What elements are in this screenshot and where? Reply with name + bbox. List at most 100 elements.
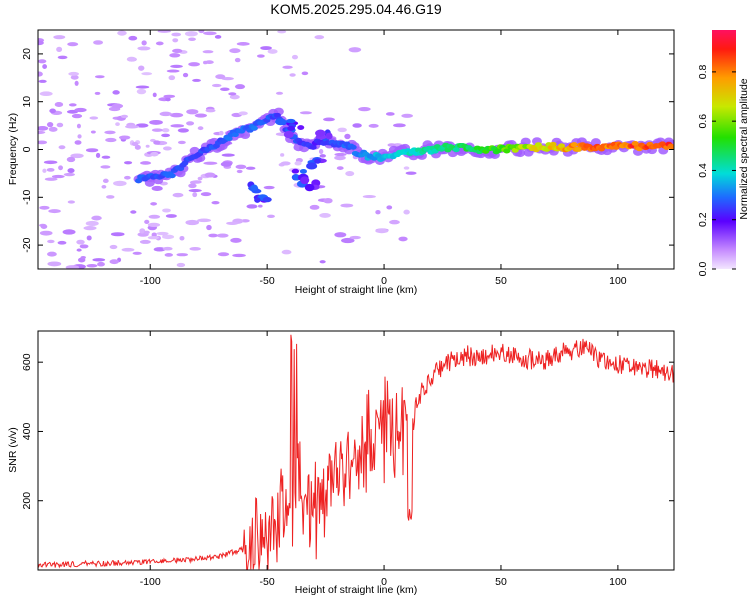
spectrogram-cell bbox=[125, 125, 140, 129]
spectrogram-cell bbox=[111, 103, 124, 109]
spectrogram-cell bbox=[186, 121, 195, 126]
spectrogram-cell bbox=[340, 203, 354, 208]
spectrogram-cell bbox=[101, 185, 107, 189]
spectrogram-cell bbox=[348, 47, 362, 53]
spectrogram-cell bbox=[58, 165, 64, 171]
spectrogram-cell bbox=[208, 233, 218, 238]
spectrogram-cell bbox=[124, 161, 133, 165]
y-tick-label: 0 bbox=[21, 146, 33, 152]
spectrogram-cell bbox=[315, 129, 326, 137]
spectrogram-cell bbox=[58, 145, 66, 150]
spectrogram-cell bbox=[74, 80, 79, 86]
spectrogram-cell bbox=[352, 123, 362, 128]
spectrogram-cell bbox=[109, 259, 119, 265]
spectrogram-cell bbox=[155, 41, 164, 46]
spectrogram-cell bbox=[277, 30, 287, 34]
spectrogram-cell bbox=[340, 237, 355, 244]
spectrogram-cell bbox=[281, 249, 292, 255]
spectrogram-cell bbox=[162, 234, 175, 240]
x-tick-label: -50 bbox=[260, 576, 275, 588]
spectrogram-cell bbox=[65, 265, 80, 269]
spectrogram-cell bbox=[220, 87, 230, 91]
spectrogram-cell bbox=[349, 144, 357, 150]
spectrogram-cell bbox=[100, 165, 111, 169]
colorbar-tick-label: 0.8 bbox=[697, 64, 709, 79]
spectrogram-cell bbox=[297, 125, 305, 130]
spectrogram-cell bbox=[168, 173, 176, 179]
spectrogram-cell bbox=[89, 116, 99, 120]
spectrogram-cell bbox=[56, 122, 64, 128]
spectrogram-cell bbox=[165, 214, 177, 218]
spectrogram-cell bbox=[47, 261, 62, 267]
spectrogram-cell bbox=[262, 196, 272, 203]
spectrogram-cell bbox=[283, 130, 294, 139]
spectrogram-cell bbox=[162, 208, 171, 213]
spectrogram-cell bbox=[83, 226, 97, 231]
colorbar-tick-label: 0.0 bbox=[697, 262, 709, 277]
spectrogram-cell bbox=[254, 197, 261, 203]
spectrogram-cell bbox=[520, 137, 531, 146]
spectrogram-cell bbox=[80, 255, 86, 260]
spectrogram-cell bbox=[141, 40, 147, 46]
colorbar-label: Normalized spectral amplitude bbox=[738, 78, 750, 219]
spectrogram-cell bbox=[194, 113, 208, 118]
spectrogram-cell bbox=[121, 247, 135, 252]
spectrogram-cell bbox=[393, 123, 406, 128]
spectrogram-cell bbox=[139, 228, 146, 234]
snr-x-ticks: -100 -50 0 50 100 bbox=[140, 331, 627, 588]
spectrogram-cell bbox=[184, 31, 198, 37]
spectrogram-cell bbox=[236, 169, 243, 174]
spectrogram-cell bbox=[156, 231, 169, 236]
spectrogram-cell bbox=[280, 153, 285, 157]
spectrogram-cell bbox=[574, 146, 582, 152]
spectrogram-cell bbox=[139, 239, 151, 244]
spectrogram-cell bbox=[291, 168, 300, 174]
spectrogram-cell bbox=[169, 112, 184, 118]
spectrogram-cell bbox=[135, 85, 150, 89]
spectrogram-cell bbox=[215, 74, 226, 80]
spectrogram-cell bbox=[39, 230, 53, 236]
spectrogram-cell bbox=[306, 162, 318, 170]
y-tick-label: 10 bbox=[21, 96, 33, 108]
spectrogram-cell bbox=[503, 148, 511, 154]
spectrogram-cell bbox=[198, 30, 205, 34]
spectrogram-cell bbox=[336, 166, 344, 170]
spectrogram-cell bbox=[203, 60, 208, 65]
x-tick-label: -100 bbox=[140, 576, 161, 588]
spectrogram-cell bbox=[49, 108, 56, 114]
spectrogram-cell bbox=[325, 132, 333, 140]
spectrogram-cell bbox=[375, 210, 381, 215]
spectrogram-cell bbox=[104, 130, 116, 135]
spectrogram-cell bbox=[204, 172, 216, 178]
spectrogram-cell bbox=[86, 235, 92, 241]
spectrogram-cell bbox=[77, 134, 82, 139]
spectrogram-cell bbox=[124, 175, 131, 180]
spectrogram-cell bbox=[143, 230, 150, 235]
spectrogram-y-ticks: -20 -10 0 10 20 bbox=[21, 48, 674, 253]
spectrogram-cell bbox=[152, 92, 157, 98]
x-tick-label: 50 bbox=[495, 275, 507, 287]
spectrogram-cell bbox=[229, 94, 240, 100]
snr-marks bbox=[38, 334, 674, 570]
spectrogram-cell bbox=[161, 128, 170, 133]
spectrogram-cell bbox=[362, 195, 376, 199]
spectrogram-cell bbox=[53, 35, 66, 40]
x-tick-label: -50 bbox=[260, 275, 275, 287]
x-tick-label: 50 bbox=[495, 576, 507, 588]
spectrogram-cell bbox=[164, 253, 173, 257]
spectrogram-cell bbox=[197, 218, 212, 223]
x-tick-label: 0 bbox=[381, 275, 387, 287]
spectrogram-cell bbox=[214, 35, 222, 39]
spectrogram-cell bbox=[153, 247, 166, 252]
spectrogram-cell bbox=[385, 112, 395, 116]
spectrogram-cell bbox=[151, 128, 163, 132]
spectrogram-cell bbox=[211, 83, 222, 88]
spectrogram-cell bbox=[202, 50, 214, 54]
spectrogram-cell bbox=[319, 213, 331, 218]
spectrogram-cell bbox=[138, 65, 145, 71]
spectrogram-cell bbox=[48, 209, 61, 214]
spectrogram-cell bbox=[42, 64, 48, 69]
spectrogram-cell bbox=[141, 72, 153, 76]
